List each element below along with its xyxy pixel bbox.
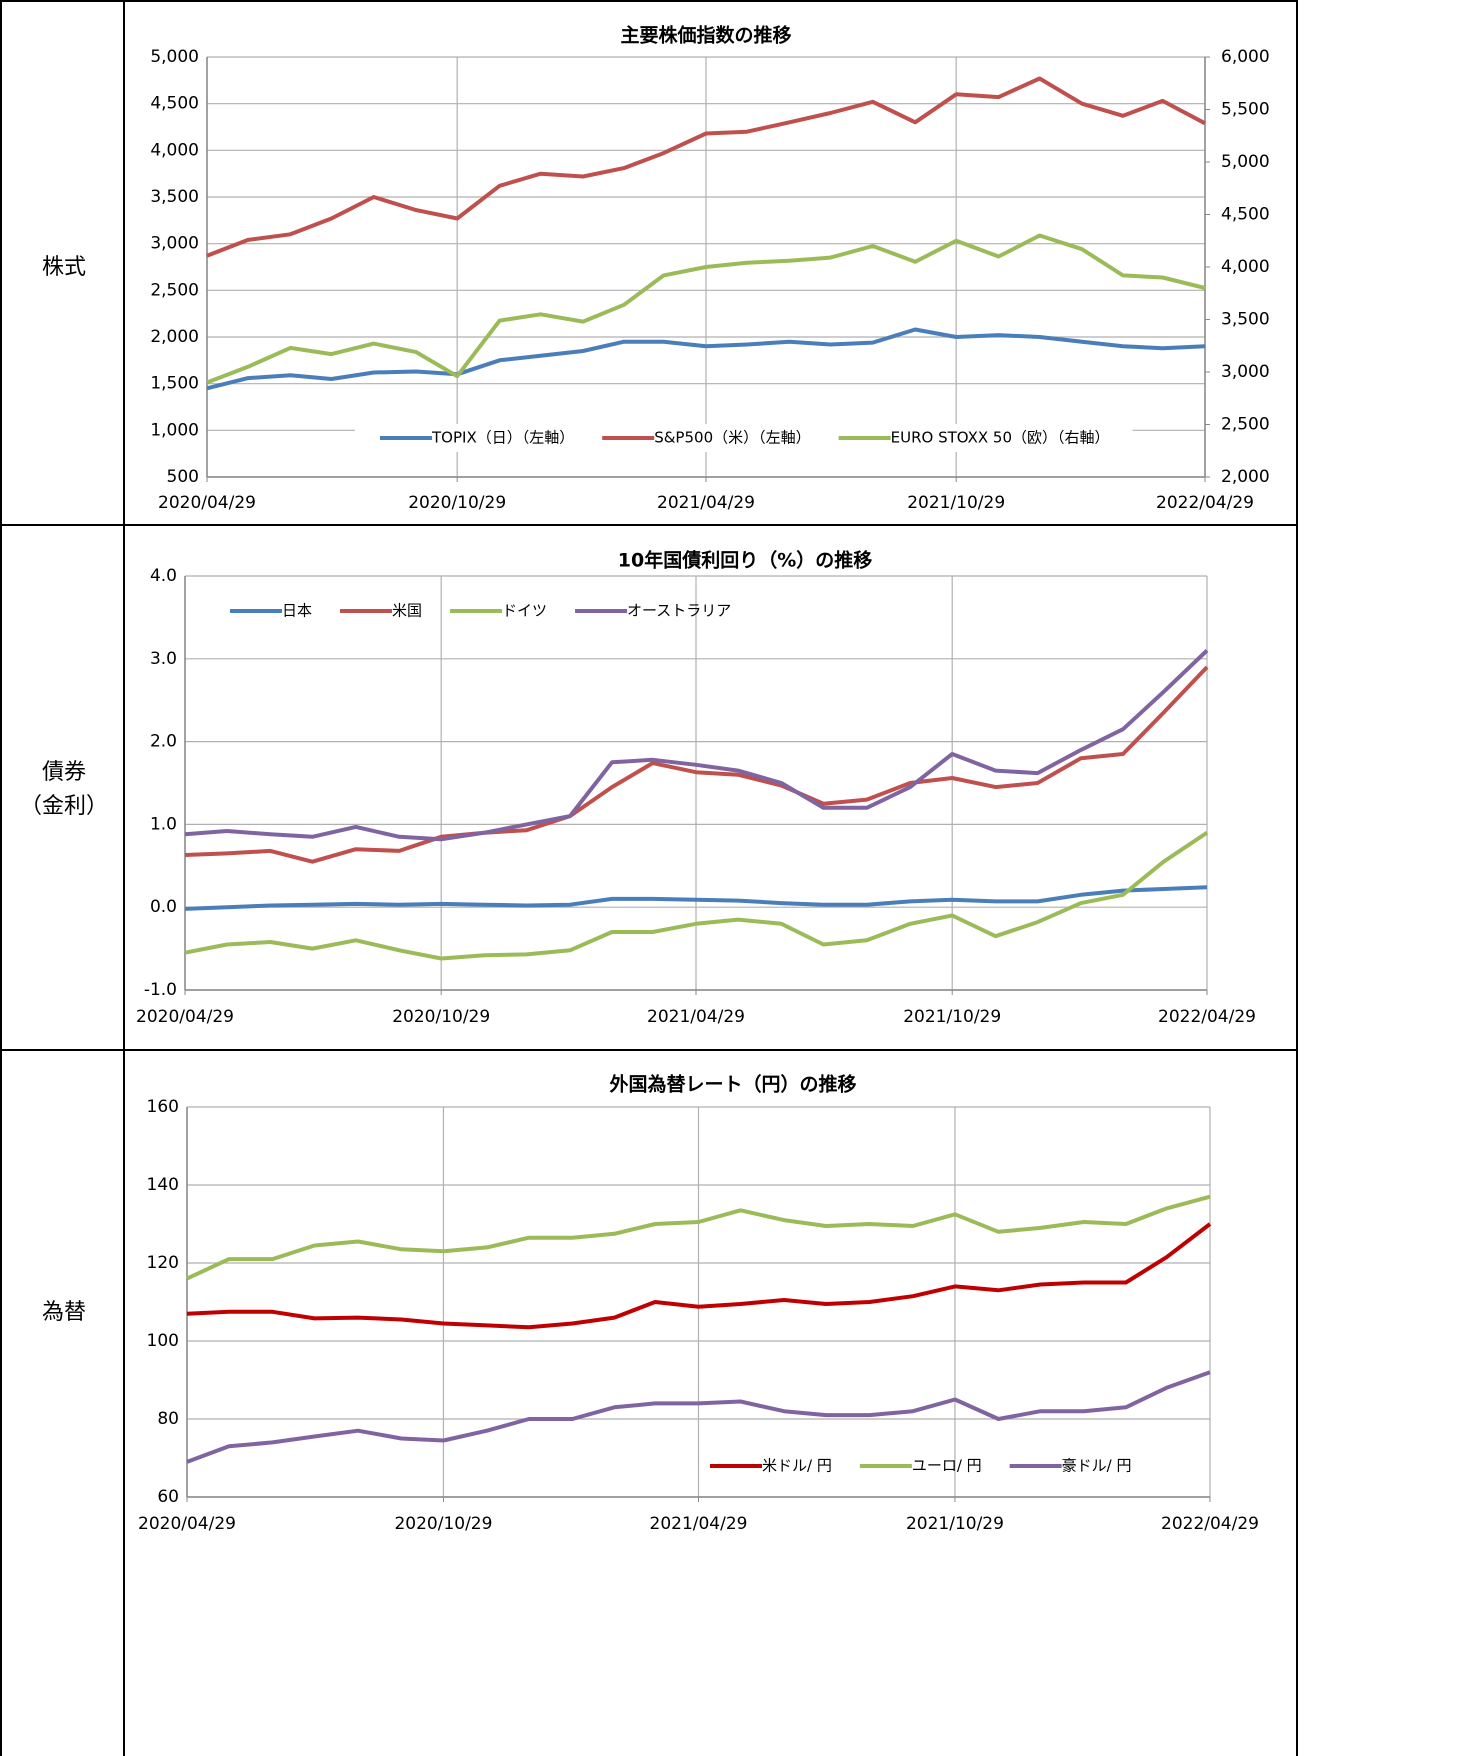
x-tick-label: 2021/04/29 <box>657 493 755 513</box>
legend: TOPIX（日）（左軸） S&P500（米）（左軸） EURO STOXX 50（欧… <box>355 424 1133 452</box>
chart-title: 主要株価指数の推移 <box>620 24 791 47</box>
legend-label: オーストラリア <box>627 602 731 620</box>
y-tick-label: 3,000 <box>150 234 199 254</box>
y-tick-label: 4.0 <box>150 566 177 586</box>
y-tick-label: 160 <box>147 1097 179 1117</box>
y-tick-label: 2.0 <box>150 732 177 752</box>
x-tick-label: 2020/10/29 <box>394 1514 492 1534</box>
legend-label: TOPIX（日）（左軸） <box>431 429 574 447</box>
series-line <box>206 327 1206 391</box>
legend-label: ドイツ <box>502 602 547 620</box>
y-tick-label: 1.0 <box>150 814 177 834</box>
y2-tick-label: 5,000 <box>1221 152 1270 172</box>
x-tick-label: 2020/04/29 <box>136 1007 234 1027</box>
y-tick-label: 60 <box>157 1487 179 1507</box>
legend-label: ユーロ/ 円 <box>912 1457 982 1475</box>
row-label: 為替 <box>42 1300 86 1325</box>
y-tick-label: 1,500 <box>150 374 199 394</box>
y-tick-label: 3.0 <box>150 649 177 669</box>
series-line <box>184 831 1209 961</box>
x-tick-label: 2020/04/29 <box>138 1514 236 1534</box>
y-tick-label: 100 <box>147 1331 179 1351</box>
series-line <box>184 665 1209 864</box>
legend-label: 米ドル/ 円 <box>762 1457 832 1475</box>
legend: 日本 米国 ドイツ オーストラリア <box>230 602 731 620</box>
y-tick-label: 5,000 <box>150 47 199 67</box>
legend-label: EURO STOXX 50（欧）（右軸） <box>891 429 1110 447</box>
x-tick-label: 2020/10/29 <box>408 493 506 513</box>
series-line <box>186 1222 1212 1330</box>
x-tick-label: 2021/10/29 <box>903 1007 1001 1027</box>
legend-label: 米国 <box>392 602 422 620</box>
series-line <box>184 885 1208 911</box>
table-frame <box>0 0 1298 1756</box>
y-tick-label: 2,000 <box>150 327 199 347</box>
row-label: （金利） <box>20 794 108 819</box>
chart-title: 10年国債利回り（%）の推移 <box>618 549 872 572</box>
y2-tick-label: 4,500 <box>1221 205 1270 225</box>
series-line <box>186 1370 1211 1464</box>
x-tick-label: 2022/04/29 <box>1161 1514 1259 1534</box>
y2-tick-label: 2,500 <box>1221 415 1270 435</box>
x-tick-label: 2020/04/29 <box>158 493 256 513</box>
y-tick-label: 4,500 <box>150 94 199 114</box>
y-tick-label: 2,500 <box>150 280 199 300</box>
y-tick-label: 140 <box>147 1175 179 1195</box>
x-tick-label: 2022/04/29 <box>1158 1007 1256 1027</box>
x-tick-label: 2022/04/29 <box>1156 493 1254 513</box>
chart-title: 外国為替レート（円）の推移 <box>609 1073 856 1096</box>
y-tick-label: 3,500 <box>150 187 199 207</box>
y2-tick-label: 2,000 <box>1221 467 1270 487</box>
series-line <box>186 1194 1211 1281</box>
y2-tick-label: 3,000 <box>1221 362 1270 382</box>
x-tick-label: 2020/10/29 <box>392 1007 490 1027</box>
legend: 米ドル/ 円 ユーロ/ 円 豪ドル/ 円 <box>710 1457 1131 1475</box>
y2-tick-label: 3,500 <box>1221 310 1270 330</box>
series-line <box>206 233 1206 385</box>
legend-label: S&P500（米）（左軸） <box>654 429 810 447</box>
y2-tick-label: 5,500 <box>1221 100 1270 120</box>
y-tick-label: 4,000 <box>150 140 199 160</box>
x-tick-label: 2021/10/29 <box>907 493 1005 513</box>
y2-tick-label: 6,000 <box>1221 47 1270 67</box>
legend-background <box>355 424 1133 452</box>
y-tick-label: 1,000 <box>150 420 199 440</box>
row-label: 債券 <box>42 760 86 785</box>
y-tick-label: 80 <box>157 1409 179 1429</box>
y2-tick-label: 4,000 <box>1221 257 1270 277</box>
y-tick-label: -1.0 <box>144 980 177 1000</box>
row-label: 株式 <box>42 255 86 280</box>
y-tick-label: 120 <box>147 1253 179 1273</box>
x-tick-label: 2021/04/29 <box>650 1514 748 1534</box>
y-tick-label: 0.0 <box>150 897 177 917</box>
x-tick-label: 2021/04/29 <box>647 1007 745 1027</box>
series-line <box>206 76 1206 258</box>
y-tick-label: 500 <box>167 467 199 487</box>
series-line <box>184 649 1209 842</box>
x-tick-label: 2021/10/29 <box>906 1514 1004 1534</box>
legend-label: 日本 <box>282 602 312 620</box>
legend-label: 豪ドル/ 円 <box>1062 1457 1132 1475</box>
